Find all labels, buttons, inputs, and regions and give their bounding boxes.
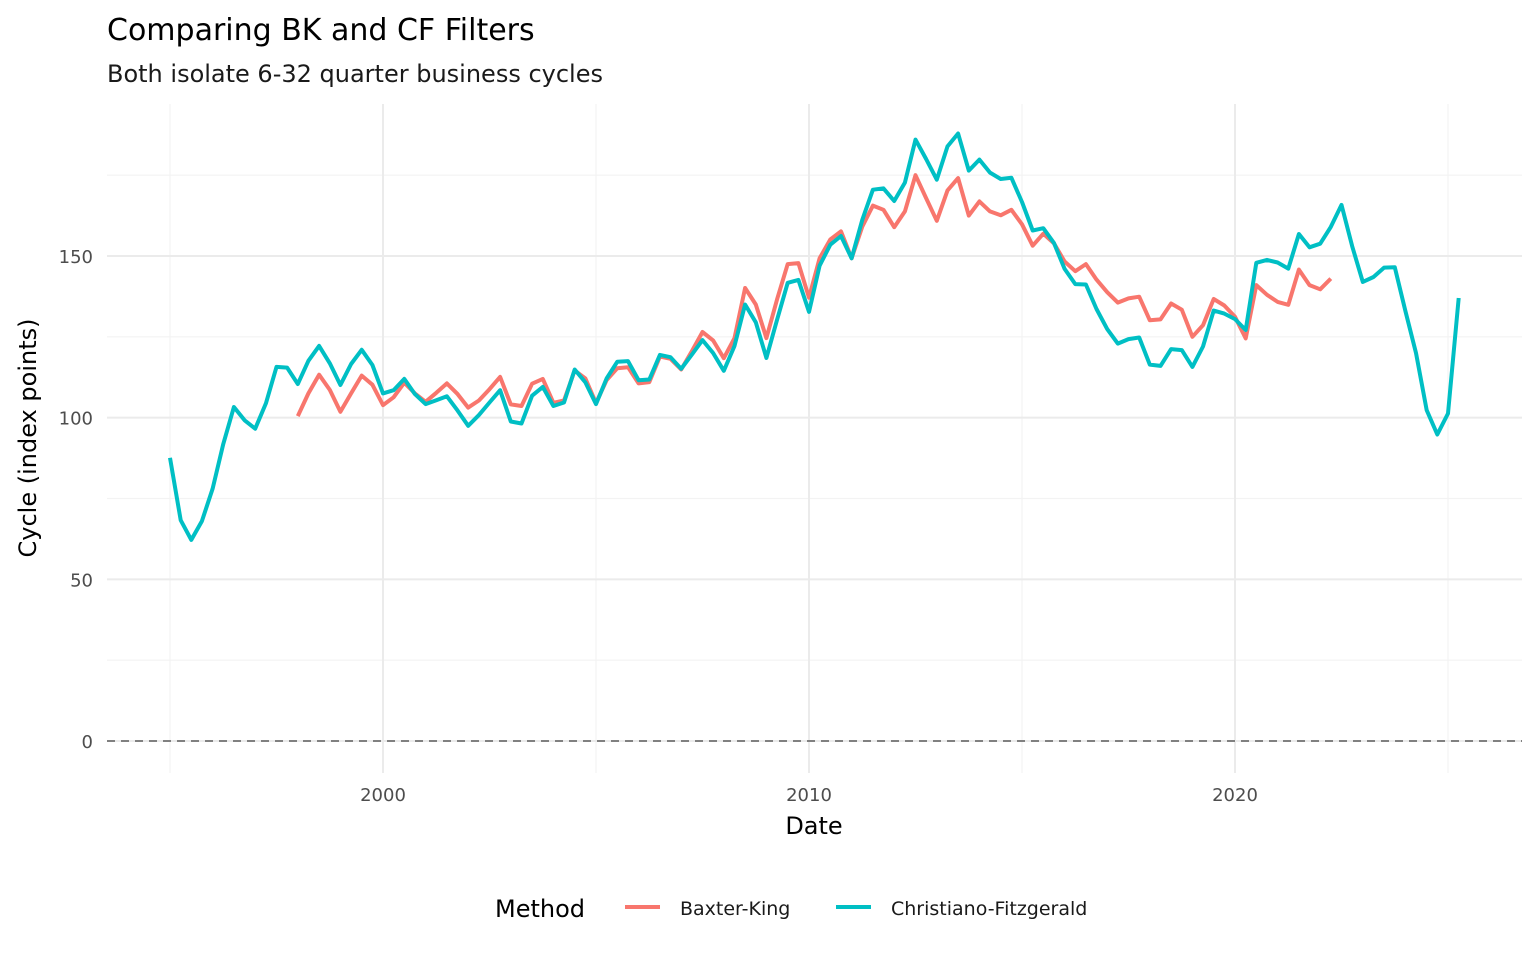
x-major-gridlines [382,104,1236,773]
x-minor-gridlines [169,104,1449,773]
chart-title: Comparing BK and CF Filters [107,13,535,48]
y-tick-label: 0 [82,732,93,753]
x-tick-label: 2010 [786,785,832,806]
legend-label-christiano-fitzgerald: Christiano-Fitzgerald [891,898,1087,920]
x-axis-title: Date [785,812,842,840]
series-layer [168,131,1461,542]
x-tick-labels: 2000 2010 2020 [360,785,1258,806]
y-axis-title: Cycle (index points) [14,319,42,558]
legend: Method Baxter-King Christiano-Fitzgerald [495,895,1087,923]
y-minor-gridlines [107,174,1522,661]
y-tick-label: 100 [59,409,93,430]
series-line-baxter-king [295,173,1333,417]
series-line-christiano-fitzgerald [168,131,1461,542]
legend-title: Method [495,895,585,923]
x-tick-label: 2020 [1212,785,1258,806]
x-tick-label: 2000 [360,785,406,806]
chart-subtitle: Both isolate 6-32 quarter business cycle… [107,60,603,88]
y-tick-label: 50 [70,570,93,591]
y-tick-label: 150 [59,247,93,268]
y-tick-labels: 0 50 100 150 [59,247,93,753]
legend-label-baxter-king: Baxter-King [680,898,790,920]
